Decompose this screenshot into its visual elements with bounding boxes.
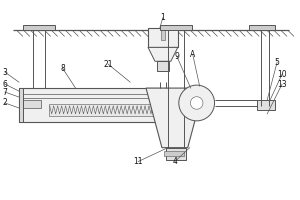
Text: 5: 5 bbox=[275, 58, 280, 67]
Bar bbox=[19, 88, 170, 122]
Bar bbox=[249, 25, 275, 30]
Text: 4: 4 bbox=[172, 157, 177, 166]
Text: 7: 7 bbox=[3, 88, 8, 97]
Text: 1: 1 bbox=[160, 13, 165, 22]
Bar bbox=[19, 88, 23, 122]
Circle shape bbox=[190, 97, 203, 109]
Text: 3: 3 bbox=[3, 68, 8, 77]
Bar bbox=[164, 151, 184, 156]
Text: 2: 2 bbox=[3, 98, 8, 107]
Bar bbox=[157, 61, 169, 71]
Text: 8: 8 bbox=[60, 64, 65, 73]
Text: 13: 13 bbox=[277, 80, 287, 89]
Bar bbox=[257, 100, 275, 110]
Text: A: A bbox=[190, 50, 195, 59]
Text: 11: 11 bbox=[133, 157, 143, 166]
Bar bbox=[23, 25, 55, 30]
Polygon shape bbox=[148, 47, 178, 61]
Text: 21: 21 bbox=[103, 60, 113, 69]
Text: 10: 10 bbox=[277, 70, 287, 79]
Bar bbox=[148, 28, 178, 47]
Text: 6: 6 bbox=[3, 80, 8, 89]
Circle shape bbox=[179, 85, 214, 121]
Bar bbox=[160, 25, 192, 30]
Bar bbox=[49, 104, 165, 116]
Bar bbox=[23, 100, 41, 108]
Polygon shape bbox=[146, 88, 204, 148]
Bar bbox=[166, 148, 186, 160]
Bar bbox=[161, 30, 165, 40]
Text: 9: 9 bbox=[174, 52, 179, 61]
